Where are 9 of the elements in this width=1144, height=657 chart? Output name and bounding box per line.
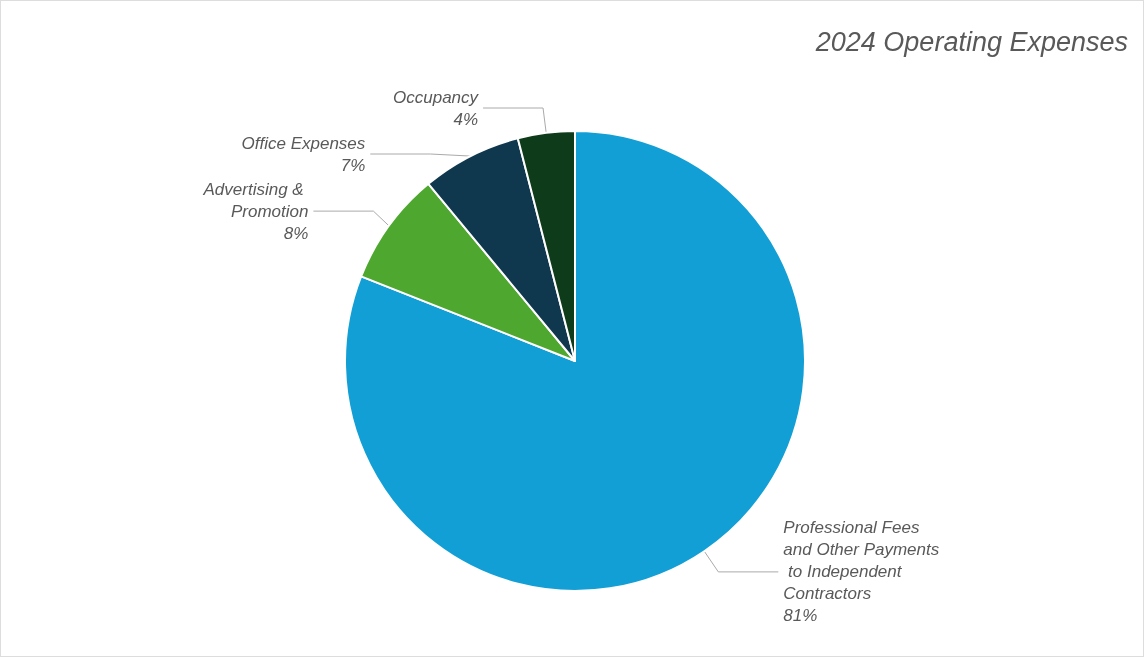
slice-label: Occupancy bbox=[392, 87, 480, 107]
data-label: 7% bbox=[340, 155, 366, 175]
data-label: 4% bbox=[453, 109, 479, 129]
chart-title: 2024 Operating Expenses bbox=[814, 26, 1128, 57]
slice-label: Office Expenses bbox=[241, 133, 366, 153]
data-label: 81% bbox=[783, 606, 818, 626]
slice-label: Advertising & Promotion bbox=[202, 179, 309, 221]
slice-label: Professional Fees and Other Payments to Independent Contractors bbox=[783, 518, 940, 604]
data-label: 8% bbox=[283, 223, 309, 243]
